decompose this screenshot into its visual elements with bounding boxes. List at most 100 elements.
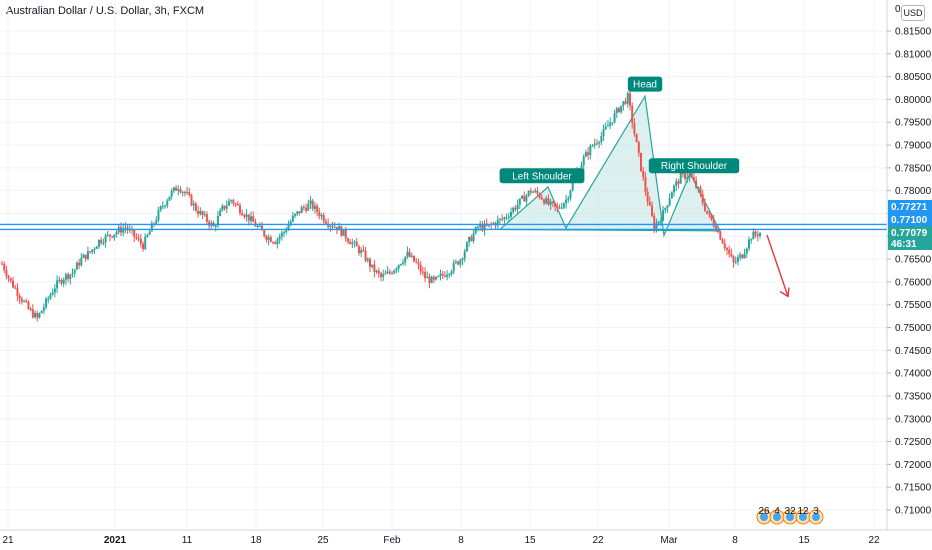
time-axis[interactable]: 21 2021 11 18 25 Feb 8 15 22 Mar 8 15 22 [0,529,932,546]
candle-body [481,224,484,231]
price-tag-line[interactable] [888,200,932,213]
candle-body [146,234,149,237]
currency-button[interactable]: USD [901,5,925,21]
candle-body [430,276,433,283]
candle-body [197,210,200,214]
candle-body [741,254,744,259]
candle-body [170,190,173,197]
time-tick-label: 2021 [104,535,127,546]
candle-body [717,231,720,233]
price-tag-last[interactable] [888,226,932,239]
candle-body [554,203,557,207]
candle-body [642,171,645,178]
candle-body [547,198,550,205]
event-flag-icon [812,513,820,521]
candle-body [463,251,466,259]
candle-body [142,243,145,250]
candle-body [388,271,391,274]
candle-body [29,308,32,310]
price-axis[interactable]: 0.71000 0.71500 0.72000 0.72500 0.73000 0.735… [886,0,932,530]
candle-body [510,211,513,217]
candle-body [540,197,543,200]
candle-body [181,191,184,193]
candle-body [216,215,219,226]
candle-body [723,243,726,248]
candle-body [454,261,457,263]
candle-body [587,152,590,156]
candle-body [710,214,713,220]
candle-body [346,238,349,242]
price-tick-label: 0.72500 [895,437,932,448]
annotation-label-box [499,168,585,184]
event-markers[interactable]: 26 4 32 12 3 [756,506,824,525]
price-tag-line[interactable] [888,213,932,226]
candle-body [582,156,585,166]
candle-body [51,292,54,295]
candle-body [285,230,288,233]
candle-body [501,218,504,220]
candle-body [391,273,394,275]
candle-body [338,226,341,231]
candle-body [529,190,532,193]
candle-body [450,271,453,275]
candle-body [91,249,94,253]
candle-body [719,231,722,240]
price-tick-label: 0.76500 [895,255,932,266]
annotation-label-box [648,158,740,174]
candle-body [7,276,10,279]
candle-body [668,198,671,206]
candle-body [199,211,202,214]
candle-body [371,264,374,267]
candle-body [366,258,369,261]
candle-body [538,193,541,198]
price-tick-label: 0.71500 [895,483,932,494]
candle-body [472,233,475,241]
price-tick-label: 0.75500 [895,300,932,311]
time-tick-label: 22 [592,535,604,546]
candle-body [754,231,757,235]
candle-body [496,219,499,226]
candle-body [139,238,142,244]
candle-body [498,218,501,220]
candle-body [307,203,310,211]
candle-body [56,280,59,289]
candle-body [459,259,462,265]
candle-body [527,190,530,196]
candle-body [166,200,169,206]
candle-body [461,258,464,260]
candle-body [375,270,378,273]
candle-body [664,208,667,211]
candle-body [606,125,609,127]
candle-body [628,93,631,106]
price-tick-label: 0.79500 [895,118,932,129]
candle-body [106,234,109,236]
candle-body [236,203,239,206]
candle-body [205,214,208,222]
candle-body [3,263,6,271]
candle-body [137,238,140,240]
candle-body [695,180,698,188]
candle-body [62,279,65,284]
price-tag-timer[interactable] [888,237,932,250]
candle-body [404,256,407,263]
candle-body [512,207,515,212]
annotation-label-box [627,76,663,92]
candle-body [71,273,74,275]
candle-body [9,278,12,281]
event-flag-icon [799,513,807,521]
candle-body [571,181,574,191]
candle-body [287,225,290,231]
candle-body [523,195,526,202]
candle-body [261,225,264,231]
event-flag-icon [760,513,768,521]
candle-body [38,313,41,318]
candle-body [298,211,301,213]
time-tick-label: 8 [732,535,738,546]
candle-body [82,254,85,258]
price-tick-label: 0.76000 [895,277,932,288]
candle-body [446,274,449,277]
candle-body [609,122,612,126]
horizontal-lines[interactable] [0,223,887,231]
candle-body [492,223,495,225]
